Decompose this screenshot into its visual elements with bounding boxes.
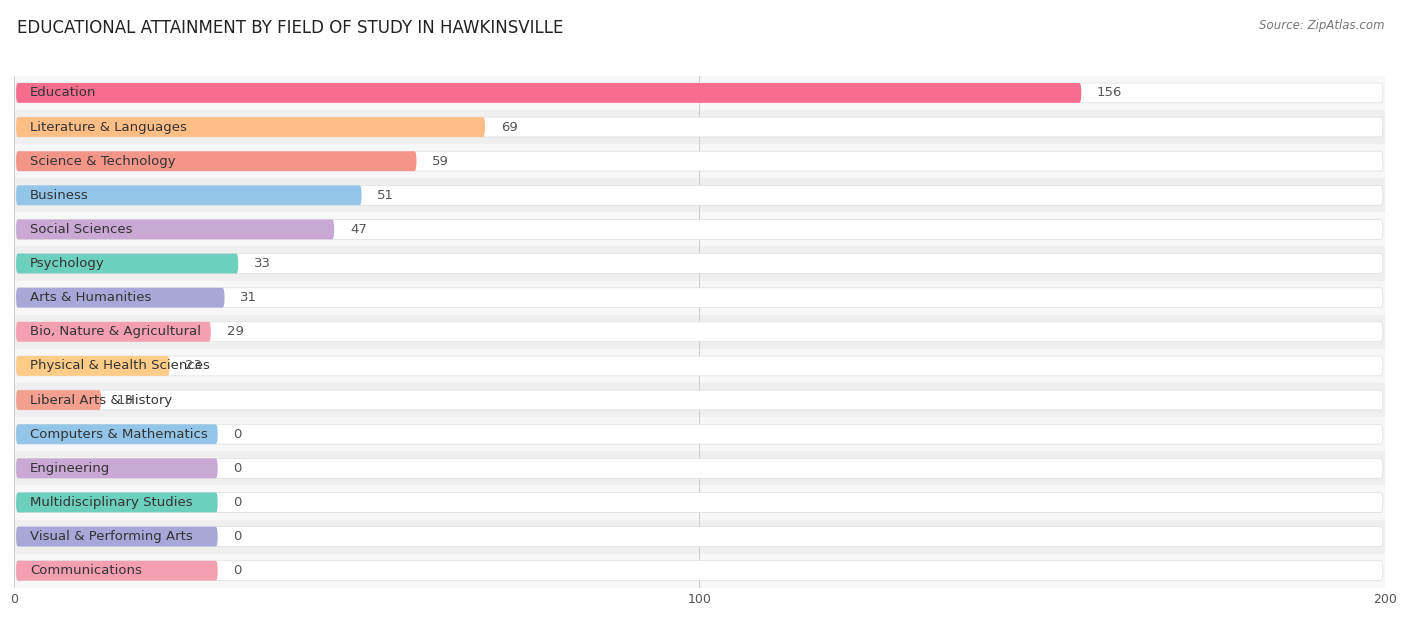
FancyBboxPatch shape xyxy=(15,83,1081,103)
Text: Visual & Performing Arts: Visual & Performing Arts xyxy=(30,530,193,543)
Bar xyxy=(14,485,1385,520)
Bar xyxy=(14,144,1385,178)
FancyBboxPatch shape xyxy=(15,561,1384,581)
Bar xyxy=(14,383,1385,417)
Bar xyxy=(14,76,1385,110)
Text: 69: 69 xyxy=(501,121,517,133)
Bar xyxy=(14,110,1385,144)
Text: Science & Technology: Science & Technology xyxy=(30,155,176,167)
Text: Physical & Health Sciences: Physical & Health Sciences xyxy=(30,360,209,372)
Bar xyxy=(14,554,1385,588)
Bar xyxy=(14,349,1385,383)
Text: Communications: Communications xyxy=(30,564,142,577)
Bar xyxy=(14,212,1385,246)
FancyBboxPatch shape xyxy=(15,322,211,342)
FancyBboxPatch shape xyxy=(15,117,1384,137)
Text: 29: 29 xyxy=(226,325,243,338)
FancyBboxPatch shape xyxy=(15,492,218,513)
Text: Social Sciences: Social Sciences xyxy=(30,223,132,236)
Text: Education: Education xyxy=(30,87,96,99)
Text: Multidisciplinary Studies: Multidisciplinary Studies xyxy=(30,496,193,509)
FancyBboxPatch shape xyxy=(15,288,225,308)
Text: EDUCATIONAL ATTAINMENT BY FIELD OF STUDY IN HAWKINSVILLE: EDUCATIONAL ATTAINMENT BY FIELD OF STUDY… xyxy=(17,19,564,37)
Text: 13: 13 xyxy=(117,394,134,406)
Text: 0: 0 xyxy=(233,496,242,509)
Bar xyxy=(14,281,1385,315)
FancyBboxPatch shape xyxy=(15,458,218,478)
FancyBboxPatch shape xyxy=(15,83,1384,103)
Text: Business: Business xyxy=(30,189,89,202)
FancyBboxPatch shape xyxy=(15,151,1384,171)
Text: 23: 23 xyxy=(186,360,202,372)
FancyBboxPatch shape xyxy=(15,390,101,410)
FancyBboxPatch shape xyxy=(15,424,1384,444)
FancyBboxPatch shape xyxy=(15,288,1384,308)
FancyBboxPatch shape xyxy=(15,253,238,274)
Text: 59: 59 xyxy=(432,155,449,167)
Bar xyxy=(14,417,1385,451)
FancyBboxPatch shape xyxy=(15,185,1384,205)
Text: 0: 0 xyxy=(233,530,242,543)
FancyBboxPatch shape xyxy=(15,185,361,205)
FancyBboxPatch shape xyxy=(15,219,335,240)
FancyBboxPatch shape xyxy=(15,356,1384,376)
FancyBboxPatch shape xyxy=(15,390,1384,410)
Text: 47: 47 xyxy=(350,223,367,236)
Text: Literature & Languages: Literature & Languages xyxy=(30,121,187,133)
Text: 156: 156 xyxy=(1097,87,1122,99)
Text: 0: 0 xyxy=(233,462,242,475)
FancyBboxPatch shape xyxy=(15,458,1384,478)
Text: Computers & Mathematics: Computers & Mathematics xyxy=(30,428,208,441)
FancyBboxPatch shape xyxy=(15,117,485,137)
Text: 33: 33 xyxy=(254,257,271,270)
FancyBboxPatch shape xyxy=(15,526,218,547)
Text: 31: 31 xyxy=(240,291,257,304)
Text: Psychology: Psychology xyxy=(30,257,104,270)
FancyBboxPatch shape xyxy=(15,526,1384,547)
Text: 51: 51 xyxy=(377,189,394,202)
Bar xyxy=(14,315,1385,349)
Text: 0: 0 xyxy=(233,564,242,577)
FancyBboxPatch shape xyxy=(15,219,1384,240)
FancyBboxPatch shape xyxy=(15,356,170,376)
Text: Arts & Humanities: Arts & Humanities xyxy=(30,291,150,304)
FancyBboxPatch shape xyxy=(15,561,218,581)
Text: Engineering: Engineering xyxy=(30,462,110,475)
FancyBboxPatch shape xyxy=(15,151,416,171)
Bar xyxy=(14,451,1385,485)
Text: Source: ZipAtlas.com: Source: ZipAtlas.com xyxy=(1260,19,1385,32)
FancyBboxPatch shape xyxy=(15,492,1384,513)
Text: Bio, Nature & Agricultural: Bio, Nature & Agricultural xyxy=(30,325,201,338)
FancyBboxPatch shape xyxy=(15,424,218,444)
Bar xyxy=(14,246,1385,281)
Bar xyxy=(14,178,1385,212)
FancyBboxPatch shape xyxy=(15,253,1384,274)
Text: Liberal Arts & History: Liberal Arts & History xyxy=(30,394,172,406)
FancyBboxPatch shape xyxy=(15,322,1384,342)
Bar xyxy=(14,520,1385,554)
Text: 0: 0 xyxy=(233,428,242,441)
